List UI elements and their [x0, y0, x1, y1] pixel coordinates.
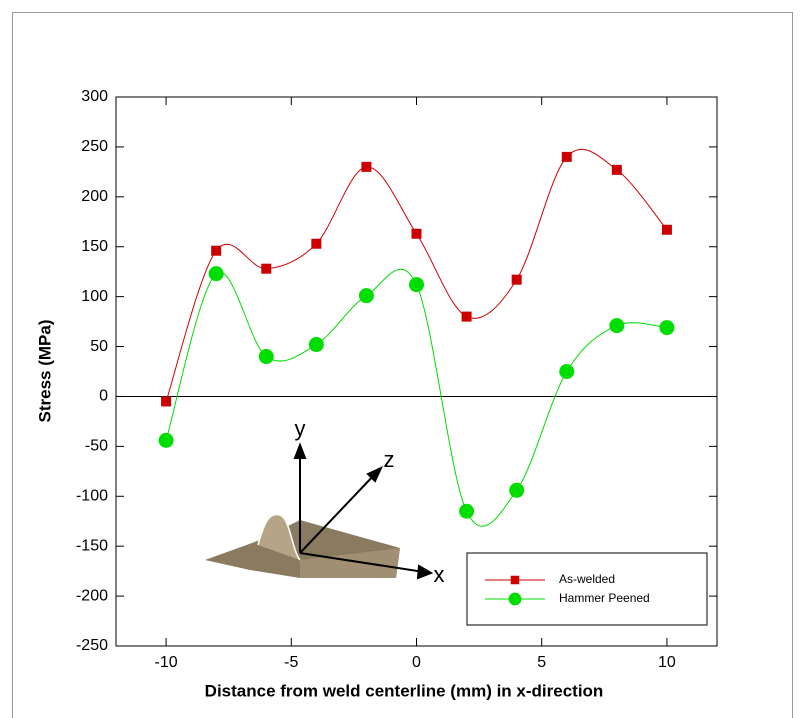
y-tick-label: -200: [76, 587, 108, 604]
marker: [261, 263, 272, 274]
x-tick-label: 5: [537, 654, 546, 671]
inset-axes: [293, 442, 434, 580]
y-tick-label: -50: [85, 438, 108, 455]
frame: [12, 12, 793, 718]
y-tick-label: 300: [81, 88, 108, 105]
y-tick-label: 50: [90, 338, 108, 355]
y-tick-label: 150: [81, 238, 108, 255]
x-axis-title: Distance from weld centerline (mm) in x-…: [205, 681, 604, 700]
series-line: [165, 268, 667, 527]
y-tick-label: -150: [76, 537, 108, 554]
y-tick-label: 250: [81, 138, 108, 155]
series-line: [165, 148, 668, 402]
marker: [208, 266, 224, 282]
marker: [511, 274, 522, 285]
y-tick-label: 0: [99, 388, 108, 405]
x-tick-label: 0: [412, 654, 421, 671]
marker: [161, 396, 172, 407]
x-tick-label: -10: [155, 654, 178, 671]
marker: [659, 320, 675, 336]
marker: [211, 245, 222, 256]
legend-label: Hammer Peened: [559, 591, 650, 605]
marker: [158, 432, 174, 448]
marker: [508, 592, 522, 606]
marker: [561, 151, 572, 162]
inset-label: x: [434, 562, 445, 587]
marker: [311, 238, 322, 249]
marker: [358, 288, 374, 304]
inset-weld: [205, 513, 400, 578]
x-tick-label: -5: [284, 654, 298, 671]
marker: [559, 364, 575, 379]
marker: [258, 349, 274, 365]
marker: [611, 164, 622, 175]
inset-label: y: [295, 416, 306, 441]
marker: [461, 311, 472, 322]
y-axis-title: Stress (MPa): [35, 320, 54, 423]
marker: [510, 575, 520, 585]
marker: [411, 228, 422, 239]
marker: [308, 337, 324, 353]
y-tick-label: -100: [76, 487, 108, 504]
legend-box: [466, 552, 708, 626]
marker: [361, 161, 372, 172]
y-tick-label: 200: [81, 188, 108, 205]
marker: [459, 503, 475, 519]
marker: [609, 318, 625, 334]
y-tick-label: 100: [81, 288, 108, 305]
legend-label: As-welded: [559, 572, 615, 586]
marker: [661, 224, 672, 235]
inset-label: z: [384, 447, 395, 472]
marker: [509, 482, 525, 498]
y-tick-label: -250: [76, 637, 108, 654]
x-tick-label: 10: [658, 654, 676, 671]
marker: [409, 277, 424, 293]
